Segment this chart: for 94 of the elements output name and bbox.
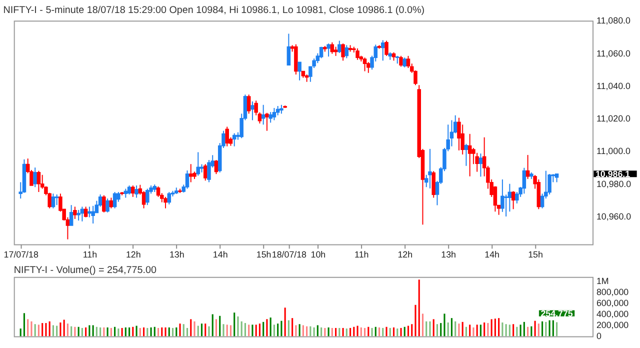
candlestick — [106, 198, 110, 213]
candlestick — [384, 40, 388, 56]
candlestick — [261, 104, 266, 126]
candlestick — [36, 170, 41, 192]
x-tick-label: 15h — [528, 250, 544, 260]
y-tick-label: 11,000.0 — [596, 146, 630, 156]
text: 10,986.1 — [595, 168, 630, 179]
x-tick-label: 10h — [310, 250, 326, 260]
candlestick — [334, 46, 338, 56]
y-tick-label: 11,060.0 — [596, 48, 630, 58]
y-tick-label: 0 — [596, 331, 602, 342]
candlestick — [276, 106, 280, 116]
candlestick — [286, 33, 291, 66]
y-tick-label: 11,020.0 — [596, 114, 630, 124]
candlestick — [146, 188, 150, 206]
y-tick-label: 600,000 — [596, 298, 629, 308]
x-tick-label: 17/07/18 — [4, 250, 38, 260]
candlestick — [80, 206, 84, 222]
candlestick — [167, 192, 172, 205]
candlestick — [338, 40, 342, 54]
candlestick — [478, 153, 483, 178]
candlestick — [504, 194, 508, 217]
candlestick — [203, 164, 208, 182]
candlestick — [508, 183, 512, 212]
candlestick — [268, 112, 272, 124]
candlestick — [428, 148, 432, 189]
x-tick-label: 18/07/18 — [272, 250, 307, 260]
candlestick — [73, 206, 77, 220]
candlestick — [475, 152, 479, 172]
x-tick-label: 12h — [398, 250, 413, 260]
x-tick-label: 11h — [354, 250, 369, 260]
candlestick — [250, 100, 254, 121]
candlestick — [84, 206, 88, 218]
candlestick — [399, 55, 403, 68]
chart-title: NIFTY-I - Volume() = 254,775.00 — [14, 264, 157, 276]
candlestick — [112, 192, 117, 209]
x-tick-label: 14h — [212, 250, 228, 260]
candlestick — [366, 62, 370, 74]
candlestick — [457, 117, 461, 151]
y-tick-label: 11,080.0 — [596, 16, 630, 26]
candlestick — [548, 174, 552, 195]
x-tick-label: 13h — [169, 250, 184, 260]
candlestick — [341, 43, 345, 62]
candlestick — [33, 167, 37, 188]
y-tick-label: 11,040.0 — [596, 80, 630, 91]
data-label: 254,775 — [540, 308, 573, 318]
candlestick — [225, 126, 229, 147]
candlestick — [189, 164, 193, 183]
x-tick-label: 13h — [441, 250, 456, 260]
candlestick — [272, 107, 276, 121]
x-tick-label: 15h — [256, 250, 272, 260]
candlestick — [330, 42, 334, 54]
y-tick-label: 1M — [596, 276, 609, 286]
y-tick-label: 10,960.0 — [596, 211, 632, 222]
candlestick — [356, 48, 360, 60]
candlestick — [102, 194, 106, 213]
candlestick — [51, 193, 56, 209]
candlestick — [185, 170, 190, 190]
candlestick — [500, 178, 504, 212]
candlestick — [134, 184, 138, 198]
candlestick — [522, 167, 526, 194]
y-tick-label: 400,000 — [596, 309, 629, 320]
candlestick — [362, 57, 367, 72]
y-tick-label: 200,000 — [596, 320, 629, 330]
x-tick-label: 14h — [484, 250, 500, 260]
candlestick — [450, 120, 454, 147]
x-tick-label: 11h — [82, 250, 98, 260]
candlestick — [214, 160, 218, 175]
candlestick — [109, 197, 114, 209]
candlestick — [468, 133, 472, 177]
candlestick — [326, 43, 330, 58]
candlestick — [232, 132, 236, 147]
candlestick — [298, 62, 302, 81]
candlestick — [69, 204, 74, 226]
candlestick — [91, 205, 95, 224]
y-tick-label: 10,980.0 — [596, 178, 632, 189]
candlestick — [344, 44, 349, 59]
candlestick — [246, 94, 251, 114]
y-tick-label: 800,000 — [596, 287, 629, 298]
candlestick — [464, 143, 468, 166]
candlestick — [432, 170, 436, 198]
candlestick — [265, 112, 269, 132]
candlestick — [526, 154, 530, 180]
candlestick — [131, 184, 135, 198]
chart-title: NIFTY-I - 5-minute 18/07/18 15:29:00 Open 10984, Hi 10986.1, Lo 10981, Close 10986.1 (0.0%) — [3, 4, 425, 16]
candlestick — [511, 190, 516, 210]
candlestick — [196, 152, 200, 176]
candlestick — [164, 196, 168, 209]
candlestick — [88, 206, 92, 218]
candlestick — [381, 40, 385, 62]
candlestick — [76, 209, 80, 222]
candlestick — [54, 194, 59, 206]
x-tick-label: 12h — [126, 250, 141, 260]
candlestick — [402, 57, 406, 68]
